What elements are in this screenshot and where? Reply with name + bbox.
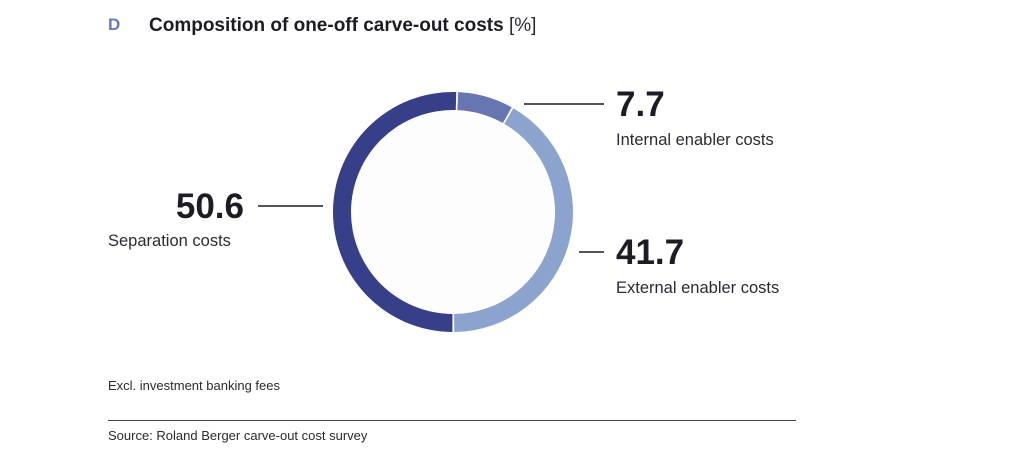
footnote: Excl. investment banking fees: [108, 378, 280, 393]
slice-label-3: Separation costs: [108, 232, 231, 250]
chart-title-text: Composition of one-off carve-out costs: [149, 15, 504, 36]
panel-letter: D: [108, 15, 121, 34]
chart-unit: [%]: [508, 15, 537, 36]
donut-slice-3: [333, 92, 457, 332]
slice-label-2: External enabler costs: [616, 279, 779, 297]
chart-title: Composition of one-off carve-out costs […: [149, 15, 536, 37]
source-note: Source: Roland Berger carve-out cost sur…: [108, 428, 368, 443]
slice-label-1: Internal enabler costs: [616, 131, 774, 149]
donut-slice-2: [454, 108, 574, 332]
divider: [108, 420, 796, 421]
slice-value-2: 41.7: [616, 233, 684, 272]
slice-value-1: 7.7: [616, 85, 665, 124]
donut-slice-1: [457, 92, 512, 124]
donut-center: [352, 111, 554, 313]
slice-value-3: 50.6: [176, 187, 244, 226]
